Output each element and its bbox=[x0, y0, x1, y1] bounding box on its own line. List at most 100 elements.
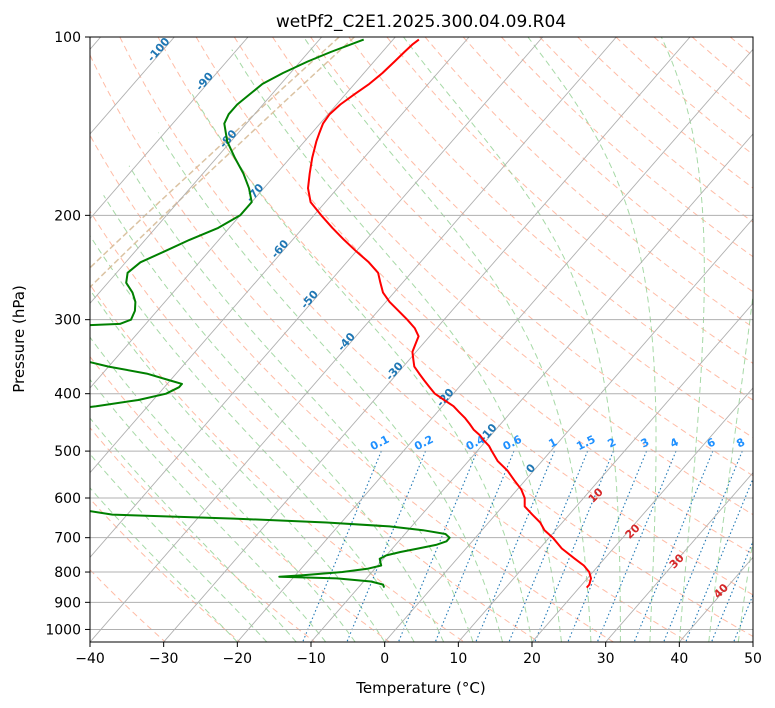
mixing-ratio-line bbox=[434, 450, 515, 642]
isotherm-label: -30 bbox=[383, 359, 406, 383]
profile-series bbox=[90, 38, 592, 589]
mixing-ratio-label: 3 bbox=[639, 435, 652, 450]
mixing-ratio-label: 0.1 bbox=[368, 433, 391, 453]
chart-title: wetPf2_C2E1.2025.300.04.09.R04 bbox=[276, 12, 566, 32]
moist-adiabat-line bbox=[303, 37, 592, 642]
x-tick-label: 0 bbox=[380, 651, 389, 667]
moist-adiabat-line bbox=[90, 289, 386, 642]
moist-adiabat-line bbox=[90, 378, 327, 642]
mixing-ratio-line bbox=[663, 450, 743, 642]
x-tick-label: 30 bbox=[597, 651, 615, 667]
x-tick-label: 40 bbox=[670, 651, 688, 667]
mixing-ratio-label: 1.5 bbox=[574, 433, 597, 453]
y-tick-label: 300 bbox=[54, 313, 81, 329]
mixing-ratio-line bbox=[733, 593, 753, 642]
x-axis-ticks: −40 −30 −20 −10 0 10 20 30 40 50 bbox=[75, 642, 762, 667]
isotherm-line bbox=[678, 556, 753, 642]
mixing-ratio-line bbox=[711, 539, 753, 642]
isotherm-label: -100 bbox=[145, 35, 173, 65]
y-axis-label: Pressure (hPa) bbox=[10, 285, 28, 393]
mixing-ratio-line bbox=[346, 450, 427, 642]
mixing-ratio-line bbox=[685, 477, 753, 642]
dry-adiabat-line bbox=[90, 53, 689, 642]
isotherm-line bbox=[236, 48, 753, 642]
dry-adiabat-line bbox=[90, 283, 465, 642]
moist-adiabat-line bbox=[737, 537, 753, 642]
mixing-ratio-line bbox=[756, 451, 775, 642]
x-tick-label: −10 bbox=[296, 651, 326, 667]
moist-adiabat-line bbox=[403, 37, 621, 642]
moist-adiabat-line bbox=[90, 234, 415, 642]
dry-adiabat-line bbox=[119, 37, 753, 638]
moist-adiabat-line bbox=[90, 487, 238, 642]
mixing-ratio-line bbox=[596, 450, 677, 642]
isotherm-line bbox=[163, 37, 691, 642]
dry-adiabat-line bbox=[386, 37, 753, 364]
y-tick-label: 800 bbox=[54, 565, 81, 581]
pressure-gridlines bbox=[90, 37, 753, 630]
x-tick-label: 10 bbox=[449, 651, 467, 667]
y-tick-label: 100 bbox=[54, 30, 81, 46]
isotherm-label: -60 bbox=[269, 237, 292, 261]
y-tick-label: 600 bbox=[54, 491, 81, 507]
isotherm-line bbox=[752, 641, 753, 642]
mixing-ratio-label: 0.6 bbox=[501, 433, 525, 454]
mixing-ratio-label: 2 bbox=[605, 435, 618, 450]
mixing-ratio-label: 4 bbox=[668, 435, 681, 450]
plot-area: -100-90-80-70-60-50-40-30-20-100 0.1 0.2 0… bbox=[90, 35, 775, 642]
x-tick-label: 20 bbox=[523, 651, 541, 667]
isotherms bbox=[90, 37, 753, 642]
moist-adiabat-label: 20 bbox=[623, 521, 643, 541]
isotherm-line bbox=[384, 217, 753, 642]
moist-adiabat-label: 10 bbox=[586, 485, 606, 505]
isotherm-label: 0 bbox=[523, 461, 538, 476]
moist-adiabat-line bbox=[128, 165, 474, 642]
moist-adiabat-line bbox=[231, 49, 562, 642]
y-tick-label: 400 bbox=[54, 387, 81, 403]
moist-adiabats bbox=[90, 37, 753, 642]
mixing-ratio-line bbox=[475, 450, 555, 642]
dry-adiabat-line bbox=[90, 355, 390, 642]
dry-adiabat-line bbox=[90, 569, 166, 642]
mixing-ratio-line bbox=[302, 450, 382, 642]
x-tick-label: 50 bbox=[744, 651, 762, 667]
dry-adiabat-line bbox=[577, 37, 753, 189]
moist-adiabat-line bbox=[660, 37, 705, 642]
dry-adiabat-line bbox=[501, 37, 753, 258]
y-tick-label: 700 bbox=[54, 531, 81, 547]
dry-adiabat-line bbox=[90, 210, 540, 642]
mixing-ratio-line bbox=[567, 450, 648, 642]
temperature-profile-line bbox=[307, 38, 592, 589]
isotherm-line bbox=[90, 37, 323, 304]
mixing-ratio-label: 0.2 bbox=[412, 433, 435, 453]
isotherm-line bbox=[90, 37, 544, 559]
y-tick-label: 900 bbox=[54, 595, 81, 611]
isotherm-line bbox=[605, 471, 753, 642]
dry-adiabats bbox=[90, 37, 775, 642]
dry-adiabat-line bbox=[348, 37, 753, 401]
dry-adiabat-line bbox=[90, 134, 614, 642]
dewpoint-profile-line bbox=[90, 38, 451, 588]
mixing-ratio-line bbox=[534, 450, 614, 642]
dry-adiabat-line bbox=[195, 37, 753, 555]
x-tick-label: −30 bbox=[149, 651, 179, 667]
y-tick-label: 1000 bbox=[45, 622, 81, 638]
y-tick-label: 200 bbox=[54, 208, 81, 224]
dry-adiabat-line bbox=[310, 37, 753, 439]
mixing-ratio-label: 6 bbox=[705, 435, 718, 450]
x-axis-label: Temperature (°C) bbox=[355, 679, 485, 697]
dry-adiabat-line bbox=[769, 37, 775, 642]
tan-curve-line bbox=[90, 37, 355, 289]
dry-adiabat-line bbox=[90, 427, 316, 642]
moist-adiabat-line bbox=[90, 336, 356, 642]
moist-adiabat-line bbox=[103, 195, 445, 642]
moist-adiabat-line bbox=[90, 453, 268, 642]
isotherm-line bbox=[90, 37, 470, 474]
x-tick-label: −40 bbox=[75, 651, 105, 667]
isotherm-line bbox=[457, 302, 753, 642]
isotherm-line bbox=[531, 387, 753, 642]
dry-adiabat-line bbox=[539, 37, 753, 223]
x-tick-label: −20 bbox=[223, 651, 253, 667]
mixing-ratio-line bbox=[508, 450, 589, 642]
